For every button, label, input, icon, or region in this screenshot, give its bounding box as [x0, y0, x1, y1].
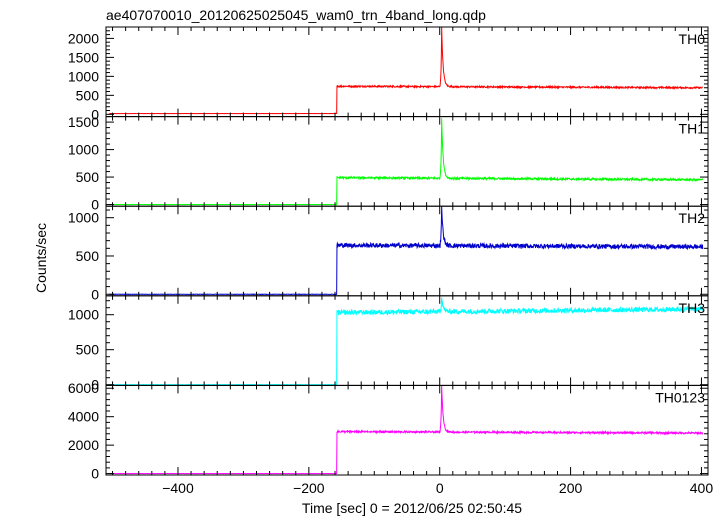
- y-tick-label: 0: [91, 197, 99, 213]
- y-tick-label: 0: [91, 466, 99, 482]
- y-tick-label: 500: [76, 169, 100, 185]
- panel-frame: [105, 26, 709, 118]
- series-label: TH3: [679, 300, 706, 316]
- series-line-th3: [109, 297, 704, 386]
- chart-title: ae407070010_20120625025045_wam0_trn_4ban…: [106, 7, 486, 23]
- panel-th1: 0 500 1000 1500 TH1: [68, 114, 709, 213]
- x-axis: −400 −200 0 200 400: [162, 480, 713, 496]
- y-tick-label: 500: [76, 87, 100, 103]
- x-tick-label: −200: [293, 480, 325, 496]
- y-tick-label: 6000: [68, 380, 99, 396]
- x-tick-label: 200: [559, 480, 583, 496]
- y-axis-label: Counts/sec: [33, 223, 49, 293]
- series-line-th2: [109, 206, 704, 296]
- series-label: TH1: [679, 121, 706, 137]
- y-tick-label: 500: [76, 248, 100, 264]
- series-label: TH0: [679, 31, 706, 47]
- panel-frame: [105, 205, 709, 297]
- panels-group: 0 500 1000 1500 2000 TH0 0 500 1000 1500 TH1 0 500 10…: [68, 26, 709, 482]
- y-tick-label: 1500: [68, 49, 99, 65]
- panel-th3: 0 500 1000 TH3: [68, 295, 709, 393]
- panel-th0123: 0 2000 4000 6000 TH0123: [68, 380, 709, 482]
- series-line-th0123: [109, 385, 704, 475]
- series-line-th1: [109, 118, 704, 206]
- y-tick-label: 2000: [68, 30, 99, 46]
- series-label: TH2: [679, 210, 706, 226]
- panel-th0: 0 500 1000 1500 2000 TH0: [68, 26, 709, 122]
- panel-th2: 0 500 1000 TH2: [68, 205, 709, 302]
- y-tick-label: 1000: [68, 307, 99, 323]
- y-tick-label: 1000: [68, 210, 99, 226]
- x-tick-label: 400: [690, 480, 714, 496]
- panel-frame: [105, 116, 709, 207]
- y-tick-label: 1000: [68, 142, 99, 158]
- y-tick-label: 0: [91, 377, 99, 393]
- series-line-th0: [109, 26, 703, 115]
- x-tick-label: 0: [436, 480, 444, 496]
- y-tick-label: 0: [91, 106, 99, 122]
- y-tick-label: 2000: [68, 437, 99, 453]
- y-tick-label: 1500: [68, 114, 99, 130]
- panel-frame: [105, 384, 709, 476]
- y-tick-label: 1000: [68, 68, 99, 84]
- x-tick-label: −400: [162, 480, 194, 496]
- series-label: TH0123: [655, 389, 705, 405]
- y-tick-label: 0: [91, 286, 99, 302]
- y-tick-label: 500: [76, 342, 100, 358]
- y-tick-label: 4000: [68, 409, 99, 425]
- x-axis-label: Time [sec] 0 = 2012/06/25 02:50:45: [302, 500, 522, 516]
